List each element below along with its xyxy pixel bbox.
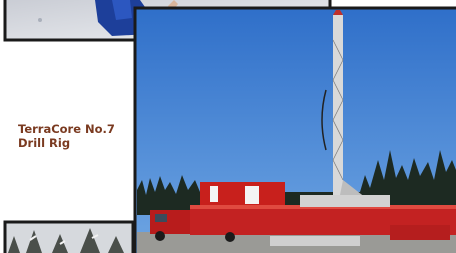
caption-line: TerraCore No.7 [18, 122, 115, 136]
forest-photo [5, 222, 133, 253]
drill-rig-photo [135, 8, 456, 253]
caption-line: Drill Rig [18, 136, 115, 150]
page: {"caption": {"lines": ["TerraCore No.7",… [0, 0, 456, 253]
caption: TerraCore No.7 Drill Rig [18, 122, 115, 150]
